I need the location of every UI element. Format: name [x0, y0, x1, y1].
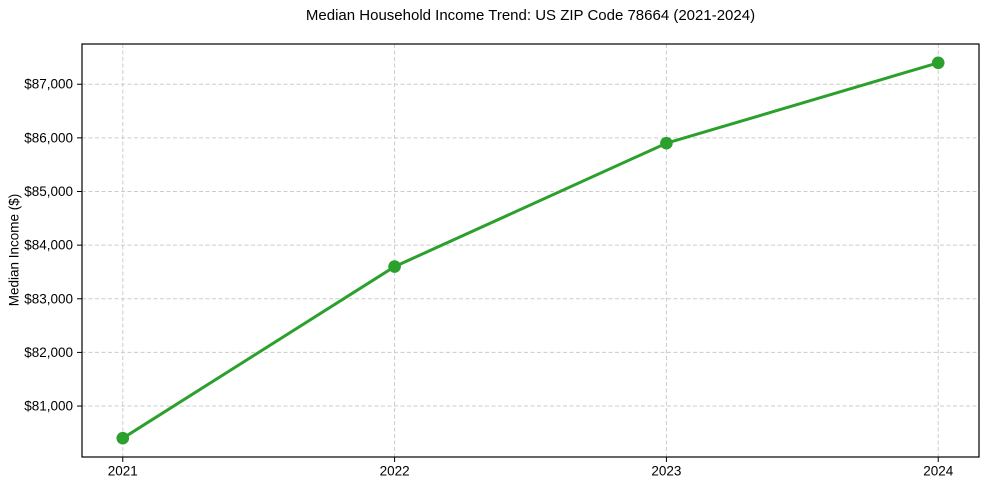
y-tick-label: $84,000 [24, 238, 73, 253]
data-point-marker [660, 136, 673, 150]
x-tick-label: 2021 [108, 464, 138, 479]
y-tick-label: $83,000 [24, 291, 73, 306]
y-tick-label: $81,000 [24, 399, 73, 414]
chart-title: Median Household Income Trend: US ZIP Co… [305, 7, 756, 24]
y-tick-label: $85,000 [24, 184, 73, 199]
data-point-marker [931, 56, 945, 70]
data-point-marker [116, 431, 130, 445]
y-tick-label: $82,000 [24, 345, 73, 360]
data-point-marker [388, 260, 401, 273]
plot-border [81, 43, 980, 458]
x-tick-label: 2023 [651, 464, 681, 479]
x-tick-label: 2024 [923, 464, 954, 479]
x-tick-label: 2022 [380, 464, 410, 479]
y-tick-label: $87,000 [24, 77, 73, 92]
y-tick-label: $86,000 [24, 130, 73, 145]
trend-line [121, 61, 940, 440]
